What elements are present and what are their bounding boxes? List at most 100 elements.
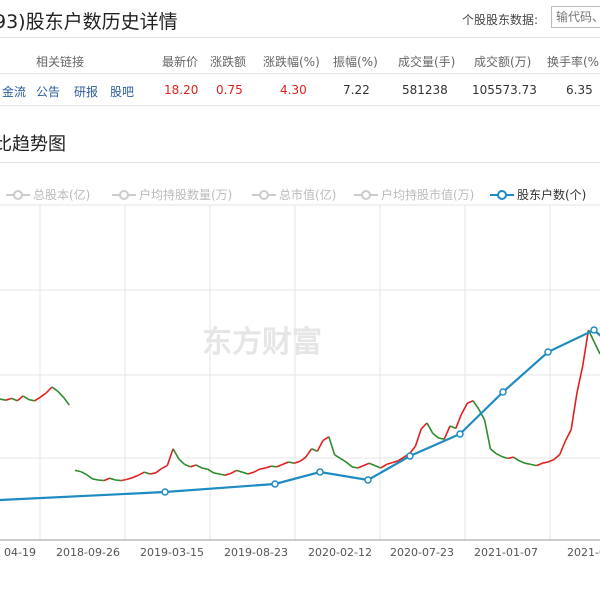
header-change: 涨跌额 — [210, 55, 247, 69]
price-segment — [460, 402, 469, 415]
price-segment — [593, 341, 600, 355]
price-segment — [426, 422, 434, 434]
link-announcements[interactable]: 公告 — [36, 85, 61, 99]
link-research[interactable]: 研报 — [74, 85, 99, 99]
price-segment — [581, 329, 590, 367]
x-tick-label: 2020-07-23 — [390, 546, 454, 559]
price-segment — [57, 390, 65, 398]
price-segment — [120, 478, 128, 482]
legend-label: 户均持股市值(万) — [381, 188, 475, 202]
price-segment — [178, 458, 186, 465]
price-segment — [558, 440, 567, 456]
price-segment — [92, 478, 99, 481]
x-tick-label: 2021-01-07 — [474, 546, 538, 559]
price-segment — [530, 463, 537, 467]
price-segment — [236, 469, 243, 473]
turnover-rate-value: 6.35 — [566, 83, 593, 97]
quote-table-header-row: 相关链接 最新价 涨跌额 涨跌幅(%) 振幅(%) 成交量(手) 成交额(万) … — [0, 48, 600, 74]
price-segment — [397, 456, 405, 462]
price-segment — [334, 454, 341, 460]
legend-item-market-cap[interactable]: 总市值(亿) — [252, 186, 336, 203]
price-segment — [513, 456, 520, 462]
price-segment — [507, 456, 514, 460]
price-segment — [265, 465, 272, 469]
price-segment — [564, 429, 572, 442]
price-segment — [138, 471, 145, 476]
series-point — [406, 452, 414, 460]
price-segment — [230, 469, 237, 475]
price-segment — [472, 400, 480, 410]
price-segment — [22, 395, 30, 401]
price-segment — [213, 472, 220, 475]
price-segment — [345, 461, 353, 468]
price-segment — [392, 460, 399, 464]
header-turnover-rate: 换手率(% — [547, 55, 600, 69]
x-tick-label: 2019-08-23 — [224, 546, 288, 559]
price-segment — [259, 467, 266, 470]
price-segment — [351, 466, 358, 469]
price-segment — [483, 419, 492, 449]
x-tick-label: 04-19 — [4, 546, 36, 559]
x-tick-label: 2018-09-26 — [56, 546, 120, 559]
series-point — [456, 430, 464, 438]
amplitude-value: 7.22 — [343, 83, 370, 97]
price-segment — [115, 479, 122, 482]
header-latest-price: 最新价 — [162, 55, 199, 69]
price-segment — [247, 471, 255, 475]
price-segment — [293, 460, 301, 464]
price-segment — [16, 395, 24, 402]
price-segment — [386, 461, 393, 466]
price-segment — [542, 461, 549, 464]
price-segment — [184, 463, 191, 468]
price-segment — [438, 437, 445, 440]
price-segment — [316, 440, 324, 452]
x-tick-label: 2020-02-12 — [308, 546, 372, 559]
price-segment — [103, 477, 110, 482]
stock-search-input[interactable] — [551, 6, 600, 28]
price-segment — [86, 473, 93, 480]
price-segment — [126, 476, 133, 481]
price-segment — [166, 448, 174, 466]
price-segment — [97, 479, 104, 482]
header-amplitude: 振幅(%) — [333, 55, 378, 69]
price-segment — [311, 448, 318, 452]
series-point — [590, 326, 598, 334]
legend-label: 总市值(亿) — [279, 188, 337, 202]
price-segment — [0, 398, 6, 401]
header-volume: 成交量(手) — [398, 55, 456, 69]
stock-search-label: 个股股东数据: — [462, 13, 539, 27]
price-segment — [299, 456, 307, 463]
price-segment — [219, 473, 226, 476]
price-segment — [478, 408, 486, 421]
page-title: 93)股东户数历史详情 — [0, 11, 178, 33]
price-segment — [11, 397, 18, 402]
legend-item-avg-holding-value[interactable]: 户均持股市值(万) — [354, 186, 474, 203]
price-segment — [45, 386, 53, 394]
price-segment — [328, 436, 336, 456]
shareholder-count-series — [0, 326, 600, 502]
price-segment — [432, 432, 439, 439]
latest-price-value: 18.20 — [164, 83, 199, 97]
price-segment — [132, 474, 139, 479]
price-segment — [443, 425, 451, 440]
legend-item-avg-holding[interactable]: 户均持股数量(万) — [112, 186, 232, 203]
turnover-value: 105573.73 — [472, 83, 537, 97]
legend-line-icon — [112, 189, 136, 201]
price-segment — [288, 461, 295, 464]
link-stock-forum[interactable]: 股吧 — [110, 85, 135, 99]
change-pct-value: 4.30 — [280, 83, 307, 97]
price-segment — [495, 452, 503, 458]
legend-item-shareholder-count[interactable]: 股东户数(个) — [490, 186, 586, 203]
price-segment — [271, 465, 278, 468]
price-segment — [207, 468, 214, 474]
legend-item-total-shares[interactable]: 总股本(亿) — [6, 186, 90, 203]
price-segment — [374, 464, 382, 469]
header-change-pct: 涨跌幅(%) — [263, 55, 320, 69]
link-fund-flow[interactable]: 金流 — [2, 85, 27, 99]
price-segment — [39, 392, 47, 398]
page-header: 93)股东户数历史详情 个股股东数据: — [0, 0, 600, 38]
price-segment — [455, 413, 463, 429]
price-segment — [570, 392, 578, 430]
price-segment — [143, 471, 151, 475]
